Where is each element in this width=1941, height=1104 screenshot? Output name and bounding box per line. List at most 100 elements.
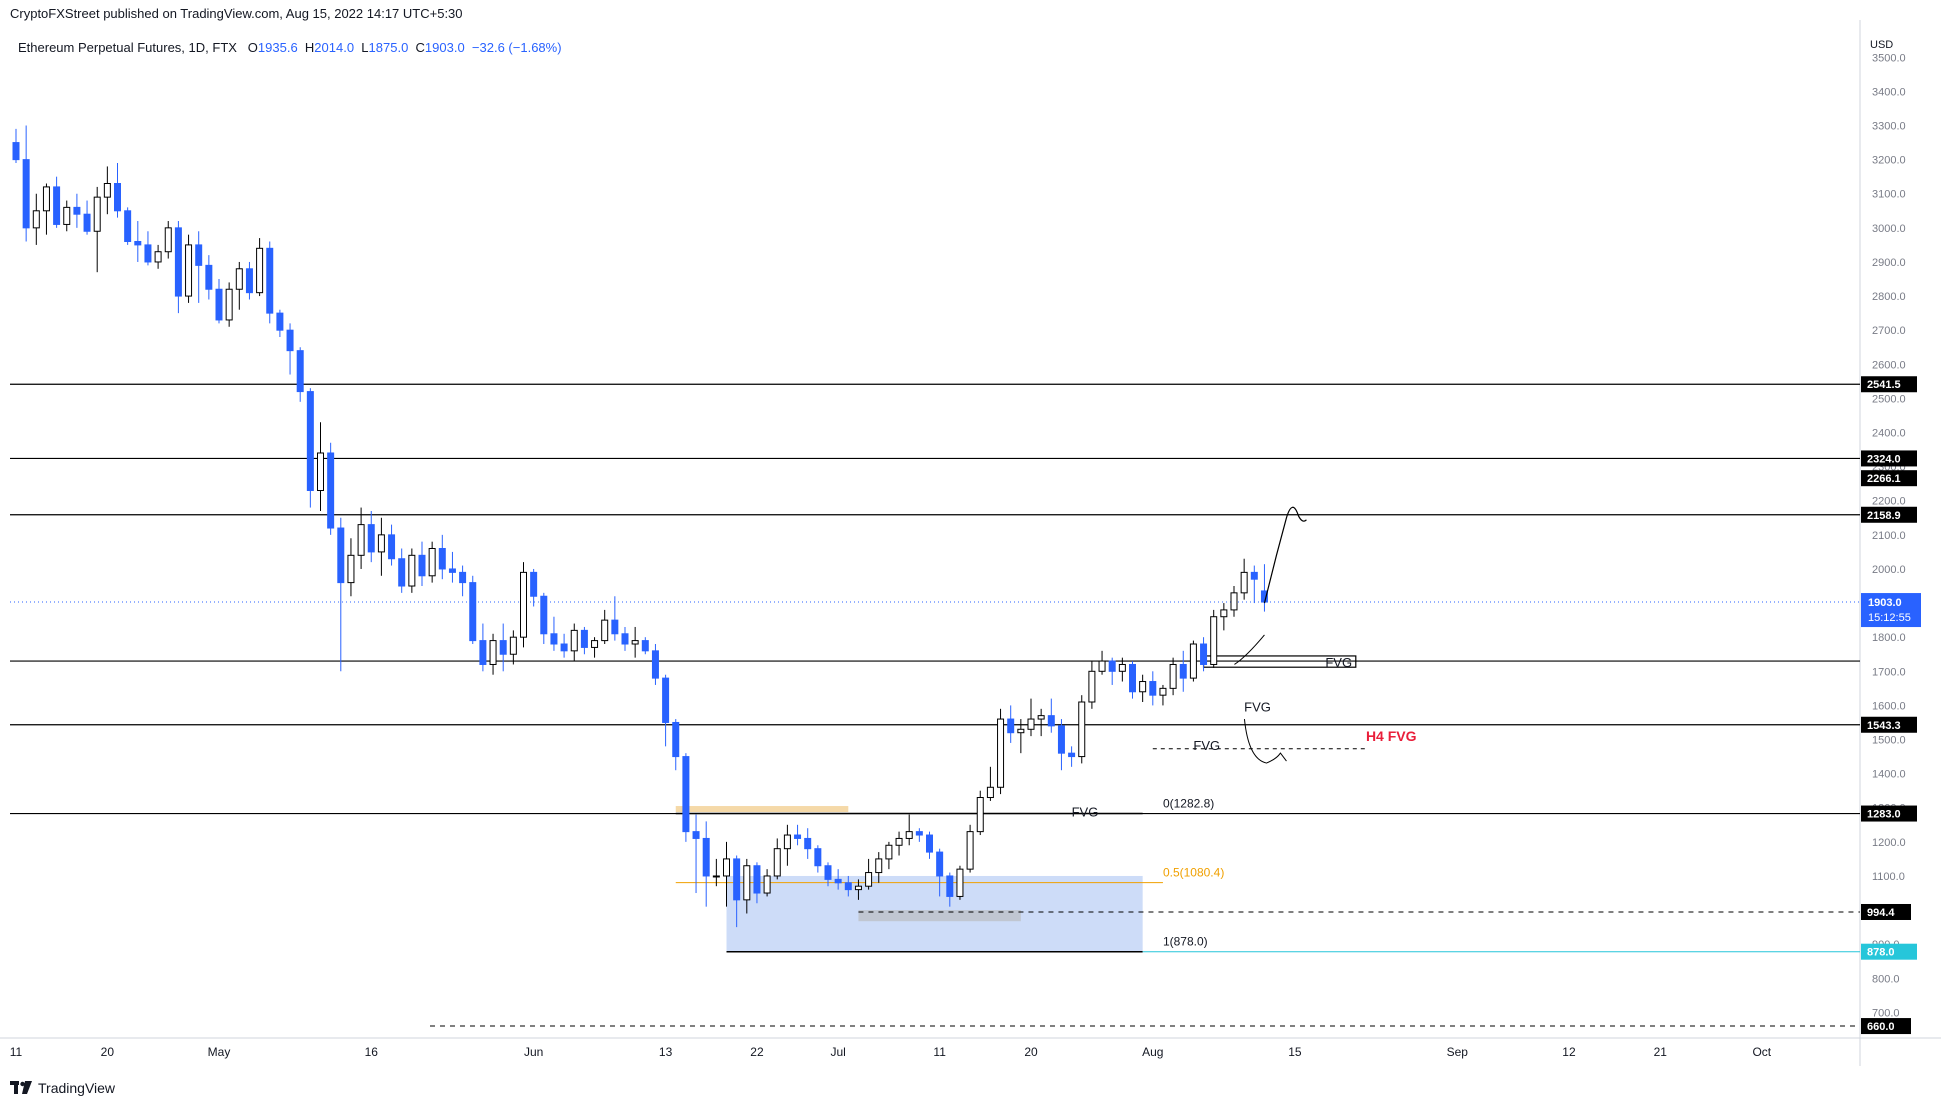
candle-down xyxy=(915,831,923,836)
y-tick-label: 2700.0 xyxy=(1872,325,1906,337)
candle-up xyxy=(723,858,730,877)
candle-down xyxy=(367,524,375,553)
candle-up xyxy=(489,640,497,665)
y-tick-label: 1700.0 xyxy=(1872,666,1906,678)
candle-down xyxy=(306,391,314,492)
candle-down xyxy=(692,831,700,839)
high-value: 2014.0 xyxy=(314,40,355,55)
candle-down xyxy=(195,244,203,266)
price-tag-label: 1543.3 xyxy=(1867,720,1901,732)
candle-down xyxy=(388,534,396,560)
close-label: C xyxy=(415,40,425,55)
candle-up xyxy=(1098,660,1106,672)
y-tick-label: 3500.0 xyxy=(1872,52,1906,64)
candle-down xyxy=(641,640,649,652)
price-tag-bg xyxy=(1861,943,1917,960)
order-block-box xyxy=(675,806,849,813)
candle-down xyxy=(205,264,213,290)
price-tag-bg xyxy=(1861,376,1917,393)
candle-down xyxy=(540,595,548,635)
candle-down xyxy=(844,882,852,891)
candle-down xyxy=(296,350,304,393)
x-tick-label: 11 xyxy=(933,1045,946,1059)
price-tag-bg xyxy=(1861,450,1917,467)
candle-up xyxy=(854,885,862,891)
candle-up xyxy=(976,797,984,833)
candle-down xyxy=(1250,571,1258,580)
candle-up xyxy=(235,268,243,290)
candle-down xyxy=(73,206,81,215)
candle-up xyxy=(1169,663,1177,689)
price-tag-label: 2266.1 xyxy=(1867,473,1901,485)
y-tick-label: 2400.0 xyxy=(1872,428,1906,440)
candle-down xyxy=(936,851,944,877)
candle-down xyxy=(621,633,629,645)
candle-down xyxy=(499,640,507,655)
candle-down xyxy=(1007,718,1015,734)
candle-down xyxy=(1057,725,1065,754)
candle-down xyxy=(672,721,680,758)
candle-up xyxy=(1078,701,1086,758)
candle-up xyxy=(408,554,416,587)
candle-up xyxy=(1220,609,1228,618)
symbol-name: Ethereum Perpetual Futures, 1D, FTX xyxy=(18,40,237,55)
x-tick-label: 16 xyxy=(365,1045,379,1059)
candle-up xyxy=(783,834,791,850)
open-value: 1935.6 xyxy=(257,40,298,55)
candle-down xyxy=(215,288,223,321)
x-tick-label: Jun xyxy=(524,1045,543,1059)
candle-down xyxy=(448,568,456,573)
price-tag-label: 994.4 xyxy=(1867,907,1895,919)
publisher-caption: CryptoFXStreet published on TradingView.… xyxy=(10,6,463,21)
candle-up xyxy=(63,206,71,225)
fib-label: 0(1282.8) xyxy=(1163,797,1214,811)
price-tag-label: 2158.9 xyxy=(1867,510,1901,522)
candle-down xyxy=(794,834,802,839)
candle-up xyxy=(997,718,1005,788)
candle-down xyxy=(1200,643,1208,665)
fvg-annotation: FVG xyxy=(1072,804,1099,819)
price-tag-bg xyxy=(1861,716,1917,733)
candle-down xyxy=(560,643,568,652)
price-tag-bg xyxy=(1861,1018,1911,1035)
candle-down xyxy=(286,329,294,352)
y-tick-label: 2000.0 xyxy=(1872,564,1906,576)
fvg-annotation: FVG xyxy=(1325,655,1352,670)
x-tick-label: 15 xyxy=(1288,1045,1302,1059)
candle-up xyxy=(317,452,324,492)
last-price-label: 1903.0 xyxy=(1868,597,1902,609)
candle-down xyxy=(1179,663,1187,679)
y-tick-label: 2600.0 xyxy=(1872,359,1906,371)
candle-up xyxy=(32,210,40,229)
x-tick-label: 13 xyxy=(659,1045,673,1059)
candle-down xyxy=(651,650,659,679)
candle-up xyxy=(763,875,771,894)
candle-up xyxy=(509,636,517,655)
candle-up xyxy=(357,524,365,556)
h4-fvg-annotation: H4 FVG xyxy=(1366,728,1417,744)
candle-up xyxy=(520,571,527,638)
y-tick-label: 2500.0 xyxy=(1872,393,1906,405)
price-tag-label: 1283.0 xyxy=(1867,809,1901,821)
candle-down xyxy=(124,210,132,242)
candle-down xyxy=(1149,681,1157,696)
fvg-annotation: FVG xyxy=(1244,700,1271,715)
candle-down xyxy=(134,240,142,246)
candle-up xyxy=(956,868,964,897)
candle-up xyxy=(631,640,639,645)
candle-up xyxy=(42,186,50,212)
candle-up xyxy=(743,865,751,901)
x-tick-label: Oct xyxy=(1752,1045,1771,1059)
candle-up xyxy=(1240,571,1248,594)
candle-up xyxy=(185,244,193,297)
y-tick-label: 3300.0 xyxy=(1872,121,1906,133)
candle-down xyxy=(418,554,426,577)
high-label: H xyxy=(304,40,315,55)
candle-up xyxy=(1037,715,1045,720)
candle-up xyxy=(712,875,720,878)
y-tick-label: 3000.0 xyxy=(1872,223,1906,235)
candle-down xyxy=(824,865,832,880)
candle-up xyxy=(1230,592,1238,611)
price-tag-label: 878.0 xyxy=(1867,947,1895,959)
